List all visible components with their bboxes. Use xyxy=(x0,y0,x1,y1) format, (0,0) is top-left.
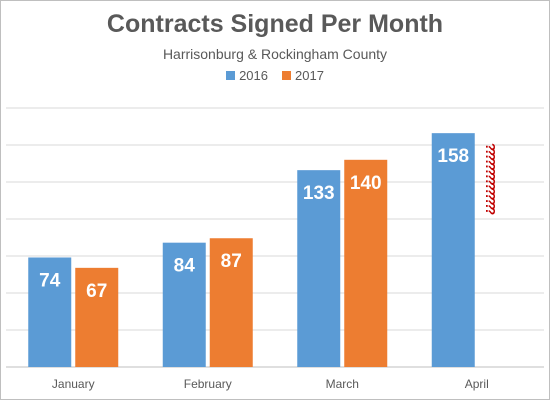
bar-2016-march xyxy=(297,170,341,367)
legend-swatch-2016 xyxy=(226,71,236,80)
chart-subtitle: Harrisonburg & Rockingham County xyxy=(162,46,388,62)
data-label: 87 xyxy=(221,251,242,272)
data-label: 74 xyxy=(39,270,61,291)
bar-2016-february xyxy=(162,242,206,367)
legend-item-2016: 2016 xyxy=(226,68,268,83)
bar-2017-january xyxy=(75,267,119,367)
legend: 2016 2017 xyxy=(1,68,549,83)
bar-2016-april xyxy=(431,133,475,367)
data-label: 84 xyxy=(174,256,196,277)
x-tick-label: January xyxy=(52,377,95,391)
data-label: 133 xyxy=(303,183,335,204)
data-label: 67 xyxy=(86,281,107,302)
x-tick-label: March xyxy=(326,377,359,391)
legend-label-2017: 2017 xyxy=(295,68,324,83)
legend-label-2016: 2016 xyxy=(239,68,268,83)
pending-value-marker: ?????????????? xyxy=(483,143,498,215)
data-label: 140 xyxy=(350,173,382,194)
chart-title: Contracts Signed Per Month xyxy=(106,10,444,38)
bar-2017-march xyxy=(344,159,388,367)
bar-2017-february xyxy=(209,238,253,367)
x-tick-label: February xyxy=(184,377,232,391)
x-tick-label: April xyxy=(465,377,489,391)
legend-item-2017: 2017 xyxy=(282,68,324,83)
bar-2016-january xyxy=(28,257,72,367)
data-label: 158 xyxy=(437,146,469,167)
legend-swatch-2017 xyxy=(282,71,291,80)
